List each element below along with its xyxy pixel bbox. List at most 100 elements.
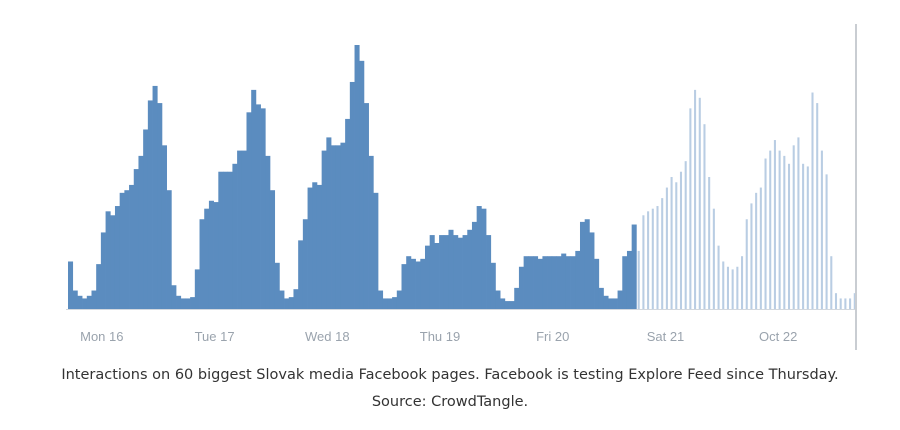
current-week-bar (617, 290, 623, 309)
current-week-bar (622, 256, 628, 309)
previous-week-bar (792, 145, 795, 309)
current-week-bar (124, 190, 130, 309)
previous-week-bar (642, 215, 645, 309)
current-week-bar (373, 192, 379, 309)
current-week-bar (363, 103, 369, 309)
current-week-bar (528, 256, 534, 309)
current-week-bar (284, 298, 290, 309)
current-week-bar (176, 295, 182, 309)
current-week-bar (185, 298, 191, 309)
current-week-bar (218, 171, 224, 309)
current-week-bar (570, 256, 576, 309)
current-week-bar (307, 187, 313, 309)
current-week-bar (429, 235, 435, 309)
current-week-bar (434, 243, 440, 309)
previous-week-bar (820, 150, 823, 309)
current-week-bar (105, 211, 111, 309)
current-week-bar (523, 256, 529, 309)
current-week-bar (340, 142, 346, 309)
current-week-bar (551, 256, 557, 309)
current-week-bar (91, 290, 97, 309)
current-week-bar (392, 297, 398, 309)
x-tick-label: Sat 21 (647, 329, 685, 344)
current-week-bar (462, 235, 468, 309)
current-week-bar (504, 301, 510, 309)
current-week-bar (237, 150, 243, 309)
current-week-bar (119, 192, 125, 309)
current-week-bar (396, 290, 402, 309)
previous-week-bar (816, 103, 819, 309)
current-week-bar (251, 89, 257, 309)
current-week-bar (147, 100, 153, 309)
current-week-bar (326, 137, 332, 309)
current-week-bar (232, 163, 238, 309)
previous-week-bar (647, 211, 650, 309)
previous-week-bar (722, 261, 725, 309)
previous-week-bar (708, 177, 711, 309)
current-week-bar (556, 256, 562, 309)
current-week-bar (96, 264, 102, 309)
previous-week-bar (661, 198, 664, 309)
current-week-bar (274, 262, 280, 309)
current-week-bar (410, 258, 416, 309)
previous-week-bar (811, 92, 814, 310)
previous-week-bar (665, 187, 668, 309)
previous-week-bar (651, 208, 654, 309)
current-week-bar (579, 221, 586, 309)
current-week-bar (255, 104, 261, 310)
current-week-bar (72, 290, 78, 309)
current-week-bar (457, 237, 463, 309)
current-week-bar (227, 171, 233, 309)
current-week-bar (495, 290, 501, 309)
previous-week-bar (806, 166, 809, 309)
current-week-bar (533, 256, 539, 309)
current-week-bar (476, 206, 482, 309)
chart-source: Source: CrowdTangle. (371, 394, 529, 410)
previous-week-bar (830, 256, 833, 309)
current-week-bar (129, 184, 135, 309)
current-week-bar (486, 235, 492, 309)
current-week-bar (584, 219, 590, 309)
current-week-bar (561, 253, 567, 309)
current-week-bar (213, 202, 219, 309)
current-week-bar (68, 261, 74, 309)
previous-week-bar (759, 187, 762, 309)
current-week-bar (321, 150, 327, 309)
current-week-bar (312, 182, 318, 309)
current-week-bar (293, 289, 299, 309)
current-week-bar (594, 258, 600, 309)
previous-week-bar (802, 163, 805, 309)
current-week-bar (77, 295, 83, 309)
current-week-bar (471, 221, 478, 309)
current-week-bar (204, 208, 210, 309)
previous-week-bar (853, 293, 856, 309)
previous-week-bar (825, 174, 828, 309)
current-week-bar (161, 145, 167, 309)
current-week-bar (260, 108, 266, 309)
current-week-bar (448, 229, 454, 309)
previous-week-bar (844, 298, 847, 309)
previous-week-bar (637, 250, 640, 309)
current-week-bar (514, 287, 520, 309)
previous-week-bar (755, 192, 758, 309)
current-week-bar (208, 200, 214, 309)
current-week-bar (269, 190, 276, 309)
current-week-bar (359, 60, 365, 310)
previous-week-bar (694, 89, 697, 309)
previous-week-bar (736, 266, 739, 309)
previous-week-bar (684, 161, 687, 309)
previous-week-bar (712, 208, 715, 309)
current-week-bar (490, 262, 496, 309)
previous-week-bar (787, 163, 791, 309)
current-week-bar (603, 295, 609, 309)
current-week-bar (415, 261, 421, 309)
x-tick-label: Oct 22 (759, 329, 797, 344)
previous-week-bar (703, 124, 706, 309)
current-week-bar (133, 169, 139, 309)
current-week-bar (612, 298, 618, 309)
previous-week-bar (778, 150, 781, 309)
current-week-bar (199, 219, 205, 309)
current-week-bar (547, 256, 553, 309)
previous-week-bar (797, 137, 800, 309)
current-week-bar (439, 235, 445, 309)
